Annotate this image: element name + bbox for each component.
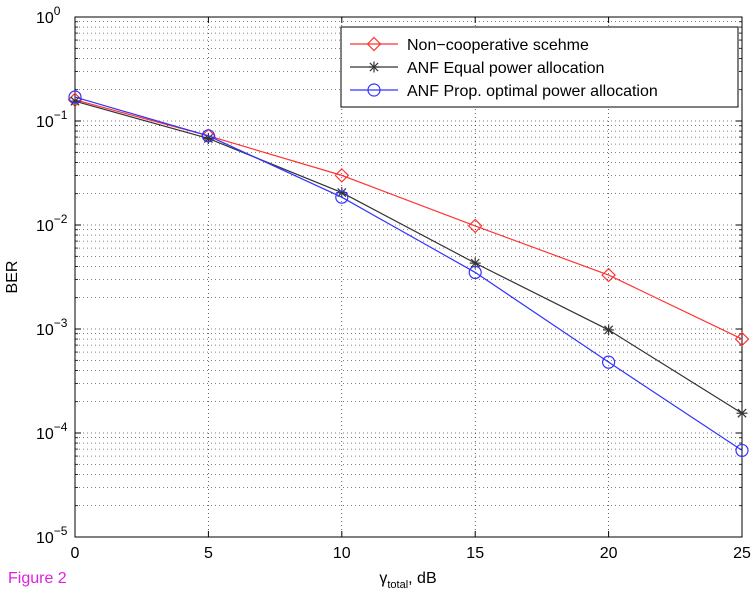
x-tick-labels: 0 5 10 15 20 25 bbox=[71, 545, 751, 562]
y-tick-label: 100 bbox=[36, 4, 61, 27]
data-point bbox=[467, 218, 483, 234]
data-point bbox=[735, 443, 749, 458]
y-tick-label: 10−5 bbox=[36, 524, 68, 547]
legend: Non−cooperative scehme ANF Equal power al… bbox=[340, 26, 739, 108]
y-tick-labels: 100 10−1 10−2 10−3 10−4 10−5 bbox=[36, 4, 68, 547]
data-point bbox=[68, 90, 82, 104]
legend-label: ANF Prop. optimal power allocation bbox=[407, 83, 658, 100]
legend-label: ANF Equal power allocation bbox=[407, 60, 604, 77]
grid bbox=[75, 17, 742, 537]
y-tick-label: 10−1 bbox=[36, 108, 68, 131]
data-point bbox=[601, 355, 616, 369]
series-line bbox=[74, 99, 743, 340]
figure-label: Figure 2 bbox=[8, 570, 67, 587]
x-axis-label: γtotal, dB bbox=[379, 570, 436, 591]
asterisk-stroke bbox=[470, 258, 480, 268]
data-point bbox=[734, 331, 750, 347]
asterisk-stroke bbox=[604, 325, 614, 335]
x-tick-label: 5 bbox=[204, 545, 213, 562]
x-tick-label: 25 bbox=[733, 545, 751, 562]
data-point bbox=[368, 61, 380, 73]
series-layer bbox=[67, 90, 750, 458]
data-point bbox=[367, 83, 381, 97]
data-point bbox=[335, 190, 349, 204]
data-point bbox=[603, 324, 615, 336]
data-point bbox=[201, 129, 215, 143]
series-line bbox=[74, 100, 743, 414]
plot-area bbox=[74, 16, 743, 538]
data-point bbox=[736, 407, 748, 419]
y-tick-label: 10−2 bbox=[36, 212, 68, 235]
y-tick-label: 10−3 bbox=[36, 316, 68, 339]
x-tick-label: 10 bbox=[333, 545, 351, 562]
x-tick-label: 0 bbox=[71, 545, 80, 562]
legend-label: Non−cooperative scehme bbox=[407, 37, 589, 54]
x-tick-label: 20 bbox=[600, 545, 618, 562]
series-line bbox=[74, 96, 743, 451]
asterisk-stroke bbox=[369, 62, 379, 72]
y-tick-label: 10−4 bbox=[36, 420, 68, 443]
legend-box bbox=[340, 26, 739, 108]
data-point bbox=[366, 36, 382, 52]
ticks bbox=[74, 17, 743, 538]
y-axis-label: BER bbox=[4, 261, 21, 294]
data-point bbox=[334, 168, 350, 183]
x-tick-label: 15 bbox=[466, 545, 484, 562]
data-point bbox=[601, 267, 616, 283]
data-point bbox=[468, 265, 482, 280]
asterisk-stroke bbox=[737, 408, 747, 418]
